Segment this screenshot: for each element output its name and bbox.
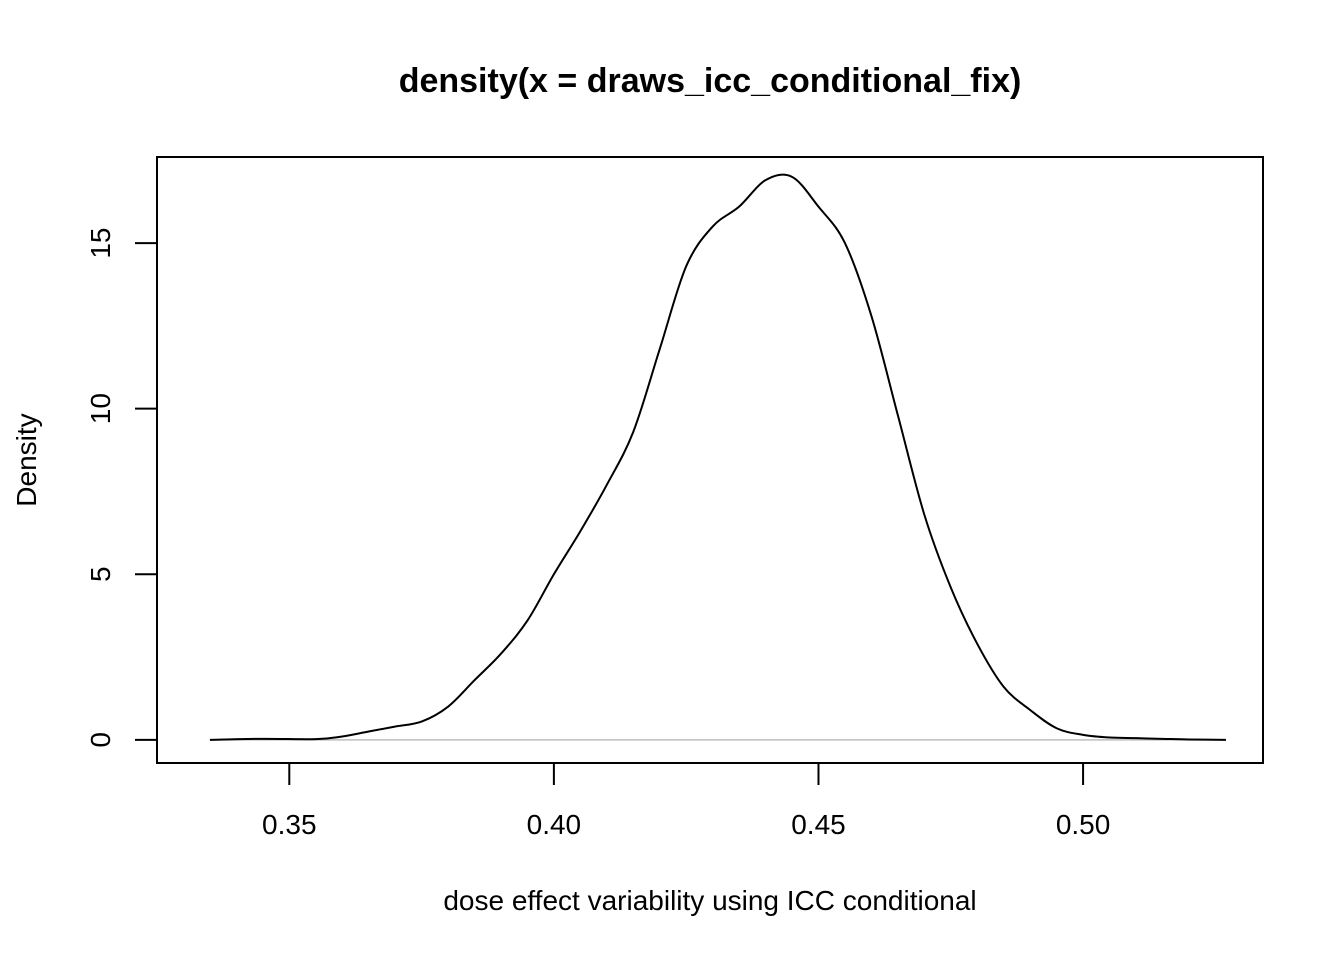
density-curve [209,173,1226,741]
y-axis: 0 5 10 15 [85,228,158,748]
y-tick-label: 15 [85,228,116,259]
x-tick-label: 0.40 [527,809,582,840]
chart-title: density(x = draws_icc_conditional_fix) [399,62,1022,100]
x-tick-label: 0.45 [791,809,846,840]
x-axis: 0.35 0.40 0.45 0.50 [262,762,1111,840]
x-tick-label: 0.50 [1056,809,1111,840]
y-axis-label: Density [11,413,42,506]
y-tick-label: 10 [85,393,116,424]
x-tick-label: 0.35 [262,809,317,840]
plot-area-frame [156,156,1264,764]
y-tick-label: 0 [85,732,116,748]
x-axis-label: dose effect variability using ICC condit… [443,885,976,916]
y-tick-label: 5 [85,566,116,582]
